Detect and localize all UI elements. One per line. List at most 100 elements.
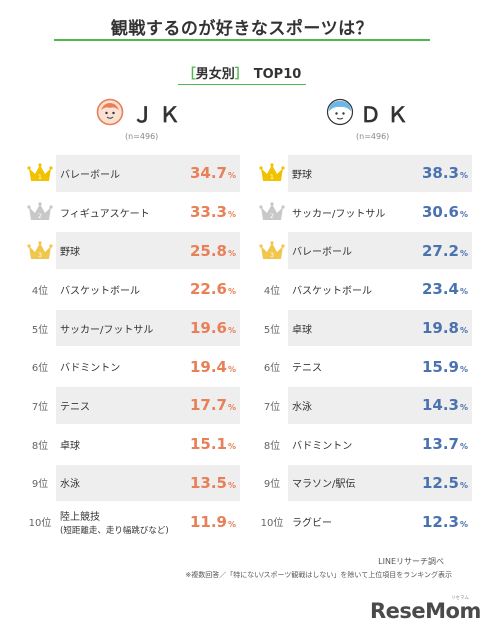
dk-rank-slot: 6位 xyxy=(256,347,288,386)
dk-rank-slot: 2 xyxy=(256,193,288,232)
jk-item-name: 卓球 xyxy=(60,425,80,464)
jk-crown-rank-text: 1 xyxy=(38,174,42,182)
jk-rank-slot: 5位 xyxy=(24,309,56,348)
resemom-logo: ReseMom xyxy=(370,599,481,623)
dk-value-number: 12.5 xyxy=(421,473,459,492)
dk-item-name: サッカー/フットサル xyxy=(292,193,385,232)
jk-value-unit: % xyxy=(227,442,236,452)
jk-table-row: 9位 水泳 13.5% xyxy=(24,464,240,503)
dk-value-number: 23.4 xyxy=(421,280,459,299)
dk-rank-slot: 3 xyxy=(256,231,288,270)
jk-row-band xyxy=(56,387,240,424)
jk-rank-label: 4位 xyxy=(31,285,49,297)
boy-avatar-icon xyxy=(326,98,354,126)
jk-item-name: 陸上競技 (短距離走、走り幅跳びなど) xyxy=(60,502,169,541)
jk-item-label: フィギュアスケート xyxy=(60,208,150,220)
jk-item-label: バスケットボール xyxy=(60,285,140,297)
jk-rank-slot: 7位 xyxy=(24,386,56,425)
dk-ranking-table: 1 野球 38.3% 2 サッカー/フットサル 30.6% 3 バレーボール 27.2% 4位 バス… xyxy=(256,154,472,541)
dk-item-label: バレーボール xyxy=(292,247,352,259)
jk-row-band xyxy=(56,309,240,347)
jk-value-number: 11.9 xyxy=(189,512,227,531)
jk-item-label: サッカー/フットサル xyxy=(60,324,154,336)
subtitle-text: TOP10 xyxy=(253,67,302,82)
dk-table-row: 4位 バスケットボール 23.4% xyxy=(256,270,472,309)
dk-table-row: 8位 バドミントン 13.7% xyxy=(256,425,472,464)
jk-item-sublabel: (短距離走、走り幅跳びなど) xyxy=(60,525,169,536)
dk-row-band xyxy=(288,155,472,192)
dk-rank-label: 4位 xyxy=(263,285,281,297)
dk-item-name: バスケットボール xyxy=(292,270,372,309)
jk-group-label: ＪＫ xyxy=(132,103,186,127)
jk-table-row: 1 バレーボール 34.7% xyxy=(24,154,240,193)
jk-item-label: 野球 xyxy=(60,247,80,259)
dk-value-unit: % xyxy=(459,248,468,258)
jk-table-row: 7位 テニス 17.7% xyxy=(24,386,240,425)
dk-crown-silver-icon: 2 xyxy=(259,202,285,220)
jk-row-band xyxy=(56,464,240,502)
dk-rank-label: 9位 xyxy=(263,479,281,491)
jk-rank-slot: 4位 xyxy=(24,270,56,309)
jk-value-label: 17.7% xyxy=(190,386,236,425)
dk-crown-gold-icon: 1 xyxy=(259,163,285,182)
dk-value-label: 38.3% xyxy=(422,154,468,193)
dk-item-name: 野球 xyxy=(292,154,312,193)
jk-value-unit: % xyxy=(227,210,236,220)
dk-value-label: 13.7% xyxy=(422,425,468,464)
jk-rank-slot: 8位 xyxy=(24,425,56,464)
dk-item-label: マラソン/駅伝 xyxy=(292,479,356,491)
jk-item-name: バレーボール xyxy=(60,154,120,193)
footnote: ※複数回答／「特にない/スポーツ観戦はしない」を除いて上位項目をランキング表示 xyxy=(185,571,452,579)
dk-rank-slot: 10位 xyxy=(256,502,288,541)
dk-value-unit: % xyxy=(459,442,468,452)
jk-rank-label: 7位 xyxy=(31,401,49,413)
dk-value-unit: % xyxy=(459,287,468,297)
jk-value-number: 17.7 xyxy=(189,396,227,415)
dk-value-number: 13.7 xyxy=(421,435,459,454)
dk-value-label: 14.3% xyxy=(422,386,468,425)
jk-rank-slot: 6位 xyxy=(24,347,56,386)
dk-item-label: 水泳 xyxy=(292,401,312,413)
dk-item-label: テニス xyxy=(292,363,322,375)
jk-value-number: 15.1 xyxy=(189,435,227,454)
jk-item-name: バドミントン xyxy=(60,347,120,386)
jk-value-unit: % xyxy=(227,171,236,181)
dk-value-label: 19.8% xyxy=(422,309,468,348)
dk-item-name: ラグビー xyxy=(292,502,332,541)
jk-value-unit: % xyxy=(227,287,236,297)
jk-rank-label: 10位 xyxy=(28,518,52,530)
jk-rank-slot: 1 xyxy=(24,154,56,193)
dk-sample-size: (n=496) xyxy=(356,132,390,141)
jk-item-name: 野球 xyxy=(60,231,80,270)
title-underline xyxy=(54,39,430,41)
dk-item-label: バドミントン xyxy=(292,440,353,452)
dk-value-number: 15.9 xyxy=(421,357,459,376)
jk-value-label: 33.3% xyxy=(190,193,236,232)
jk-rank-slot: 10位 xyxy=(24,502,56,541)
dk-table-row: 2 サッカー/フットサル 30.6% xyxy=(256,193,472,232)
jk-value-label: 19.4% xyxy=(190,347,236,386)
dk-item-name: バドミントン xyxy=(292,425,352,464)
jk-crown-gold-icon: 1 xyxy=(27,163,53,182)
dk-item-name: バレーボール xyxy=(292,231,352,270)
dk-rank-label: 8位 xyxy=(263,440,281,452)
jk-value-label: 13.5% xyxy=(190,464,236,503)
jk-crown-silver-icon: 2 xyxy=(27,202,53,220)
jk-rank-label: 8位 xyxy=(31,440,49,452)
jk-value-number: 13.5 xyxy=(189,473,227,492)
dk-value-number: 14.3 xyxy=(421,396,459,415)
dk-table-row: 7位 水泳 14.3% xyxy=(256,386,472,425)
dk-item-name: テニス xyxy=(292,347,322,386)
dk-item-name: 卓球 xyxy=(292,309,312,348)
jk-item-name: バスケットボール xyxy=(60,270,140,309)
dk-value-unit: % xyxy=(459,480,468,490)
jk-table-row: 6位 バドミントン 19.4% xyxy=(24,347,240,386)
dk-value-unit: % xyxy=(459,171,468,181)
dk-table-row: 3 バレーボール 27.2% xyxy=(256,231,472,270)
resemom-logo-kana: リセマム xyxy=(451,596,469,601)
jk-item-label: 陸上競技 xyxy=(60,511,100,523)
dk-crown-bronze-icon: 3 xyxy=(259,241,285,259)
jk-rank-slot: 3 xyxy=(24,231,56,270)
dk-row-band xyxy=(288,309,472,347)
dk-rank-label: 6位 xyxy=(263,363,281,375)
